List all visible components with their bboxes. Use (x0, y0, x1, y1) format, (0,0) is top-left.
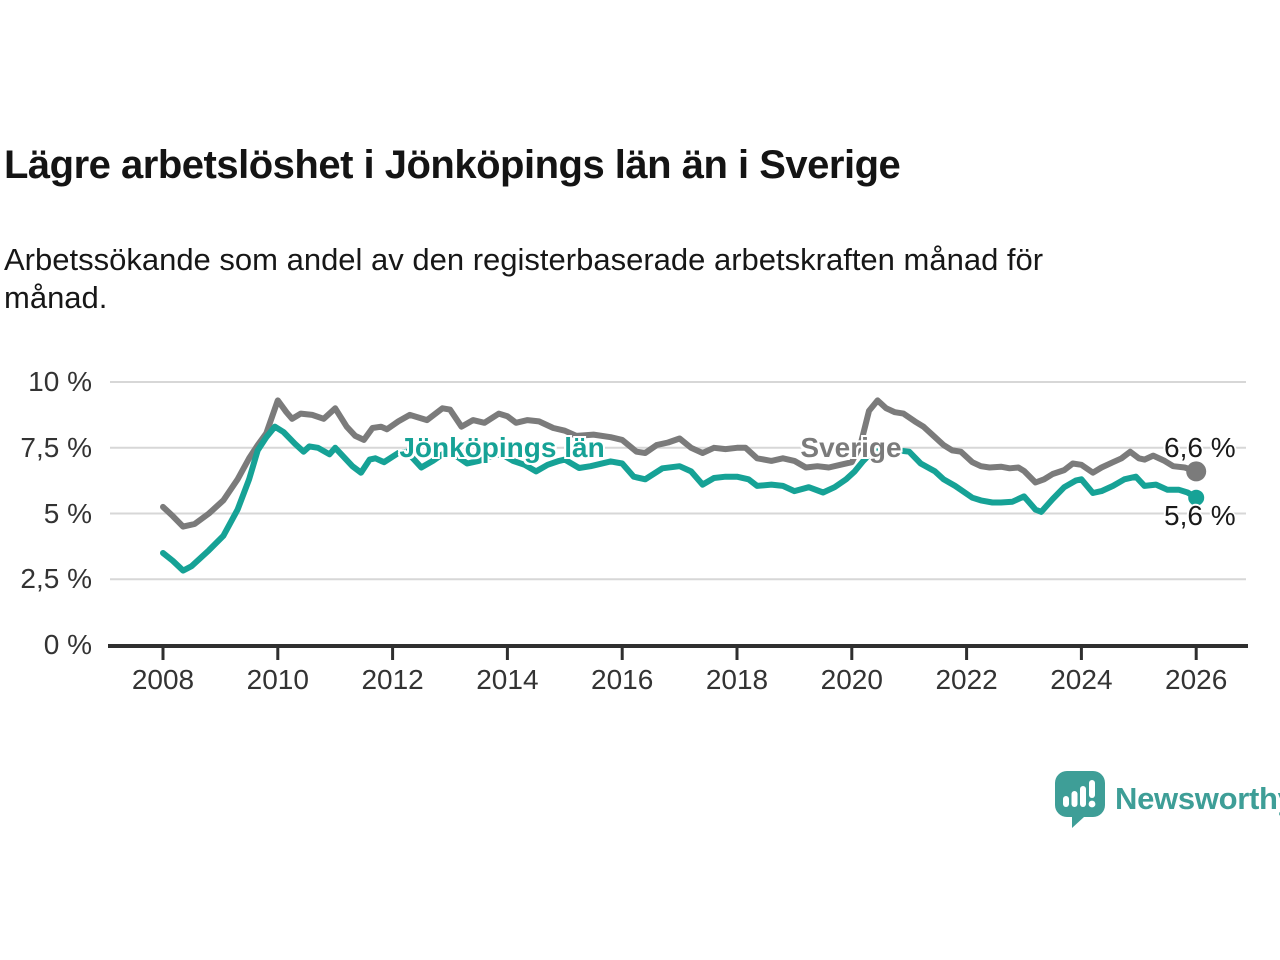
series-line-jonkopings-lan (160, 423, 1200, 574)
x-axis-tick-label: 2022 (935, 664, 998, 695)
x-axis-tick-label: 2014 (476, 664, 539, 695)
x-axis-tick-label: 2026 (1165, 664, 1228, 695)
y-axis-tick-label: 0 % (43, 629, 92, 660)
page-title: Lägre arbetslöshet i Jönköpings län än i… (4, 143, 901, 187)
x-axis-tick-label: 2018 (705, 664, 769, 695)
newsworthy-logo-icon (1055, 771, 1105, 828)
x-axis-tick-label: 2016 (591, 664, 654, 695)
brand-footer: Newsworthy (1053, 770, 1280, 828)
page-subtitle: Arbetssökande som andel av den registerb… (4, 241, 1214, 317)
y-axis-tick-label: 2,5 % (20, 563, 92, 595)
y-axis-tick-label: 5 % (43, 497, 92, 529)
series-line-sverige (160, 397, 1200, 530)
series-label-jonkopings-lan: Jönköpings län (399, 432, 605, 463)
series-label-sverige: Sverige (800, 432, 902, 463)
end-value-label-sverige: 6,6 % (1164, 432, 1236, 463)
x-axis-tick-label: 2024 (1050, 664, 1113, 695)
series-end-dot-jonkopings-lan (1188, 489, 1205, 506)
series-end-dot-sverige (1186, 461, 1207, 482)
x-axis-tick-label: 2010 (246, 664, 309, 695)
y-axis-tick-label: 10 % (28, 366, 92, 397)
y-axis-tick-label: 7,5 % (20, 431, 92, 463)
page-subtitle-line-1: Arbetssökande som andel av den registerb… (4, 242, 1044, 277)
x-axis-tick-label: 2020 (820, 664, 883, 695)
end-value-label-jonkopings-lan: 5,6 % (1164, 500, 1236, 531)
brand-name: Newsworthy (1115, 781, 1280, 816)
page-subtitle-line-2: månad. (4, 280, 108, 315)
x-axis-tick-label: 2008 (131, 664, 195, 695)
x-axis-tick-label: 2012 (361, 664, 424, 695)
